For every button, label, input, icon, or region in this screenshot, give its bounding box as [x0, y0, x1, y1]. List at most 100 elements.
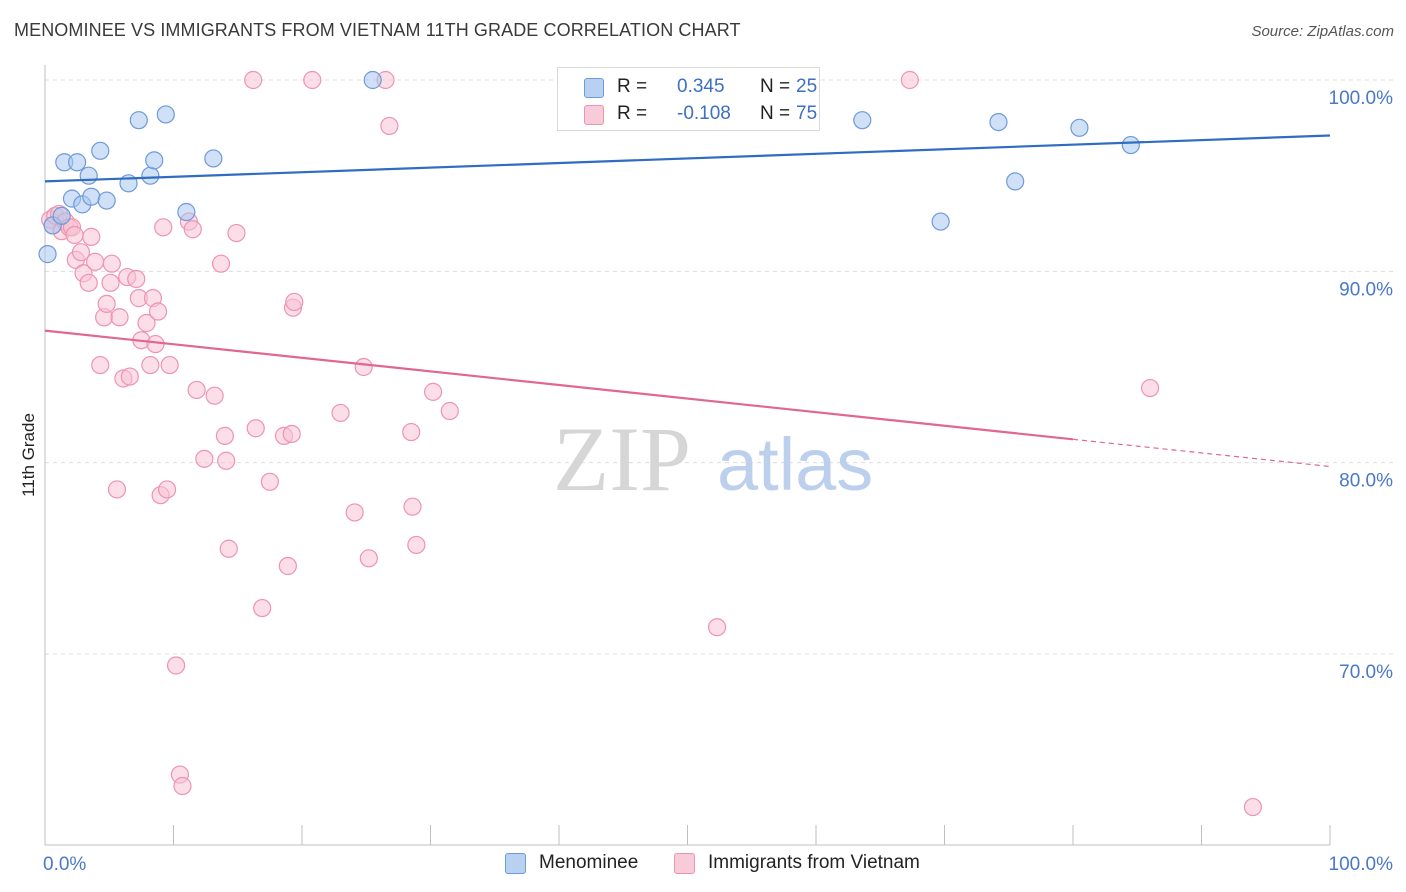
vietnam-legend-swatch — [674, 852, 695, 874]
vietnam-point — [97, 294, 116, 313]
vietnam-point — [137, 313, 156, 333]
vietnam-point — [141, 355, 160, 375]
vietnam-point — [71, 243, 91, 262]
menominee-point — [145, 151, 164, 170]
watermark-atlas: atlas — [717, 423, 873, 506]
r-value: -0.108 — [677, 103, 731, 124]
vietnam-point — [120, 367, 139, 386]
y-tick-label: 90.0% — [1339, 279, 1393, 300]
vietnam-point — [166, 656, 186, 675]
r-label: R = — [617, 76, 648, 97]
vietnam-point — [246, 419, 265, 438]
vietnam-point — [403, 497, 422, 516]
vietnam-point — [102, 254, 121, 273]
menominee-point — [177, 202, 196, 222]
y-axis-title: 11th Grade — [19, 413, 38, 497]
vietnam-legend-label: Immigrants from Vietnam — [708, 852, 920, 873]
menominee-point — [156, 105, 175, 124]
vietnam-point — [195, 449, 214, 468]
menominee-point — [204, 149, 223, 168]
y-tick-label: 70.0% — [1339, 662, 1393, 683]
vietnam-point — [205, 386, 224, 405]
menominee-point — [79, 166, 98, 185]
menominee-swatch — [584, 78, 604, 98]
vietnam-point — [65, 225, 84, 245]
menominee-point — [68, 153, 87, 172]
r-label: R = — [617, 103, 648, 124]
y-tick-label: 100.0% — [1329, 88, 1394, 109]
vietnam-point — [331, 403, 350, 423]
menominee-point — [931, 212, 950, 231]
x-tick-label: 100.0% — [1329, 854, 1394, 875]
vietnam-point — [110, 308, 129, 327]
vietnam-point — [244, 70, 263, 90]
vietnam-point — [227, 223, 246, 243]
data-points — [38, 70, 1263, 817]
vietnam-point — [260, 472, 279, 491]
vietnam-point — [1243, 797, 1263, 817]
vietnam-point — [173, 776, 192, 796]
menominee-point — [38, 245, 57, 264]
vietnam-point — [219, 539, 238, 558]
legend-item-vietnam: Immigrants from Vietnam — [674, 852, 920, 874]
menominee-point — [989, 112, 1008, 132]
vietnam-point — [282, 424, 301, 444]
menominee-point — [82, 187, 101, 206]
menominee-point — [141, 166, 160, 185]
vietnam-point — [148, 302, 168, 321]
axes — [44, 65, 1331, 846]
vietnam-point — [160, 355, 179, 375]
vietnam-point — [380, 116, 399, 136]
vietnam-point — [157, 480, 177, 499]
legend-item-menominee: Menominee — [505, 852, 638, 874]
gridlines — [45, 79, 1395, 655]
source-credit: Source: ZipAtlas.com — [1251, 23, 1394, 40]
vietnam-point — [101, 273, 120, 292]
menominee-point — [1070, 118, 1089, 137]
axis-labels: 100.0% 90.0% 80.0% 70.0% 0.0% 100.0% 11th Grad… — [19, 88, 1393, 875]
vietnam-point — [345, 503, 364, 522]
n-label: N = — [760, 76, 791, 97]
vietnam-point — [407, 535, 426, 555]
vietnam-point — [423, 382, 443, 401]
n-label: N = — [760, 103, 791, 124]
trend-lines — [44, 134, 1331, 468]
menominee-point — [1121, 135, 1140, 155]
vietnam-point — [402, 422, 421, 442]
vietnam-point — [79, 273, 98, 292]
watermark-zip: ZIP — [553, 408, 691, 510]
vietnam-point — [217, 451, 236, 470]
vietnam-point — [107, 480, 127, 499]
watermark: ZIP atlas — [553, 408, 873, 510]
menominee-legend-label: Menominee — [539, 852, 639, 873]
trend-line-solid — [44, 134, 1331, 183]
chart-title: MENOMINEE VS IMMIGRANTS FROM VIETNAM 11T… — [14, 20, 741, 40]
vietnam-point — [253, 598, 272, 618]
menominee-point — [91, 141, 110, 160]
vietnam-point — [440, 401, 459, 421]
vietnam-point — [359, 549, 378, 568]
vietnam-point — [82, 227, 101, 246]
vietnam-point — [707, 618, 727, 637]
vietnam-point — [211, 254, 231, 273]
vietnam-point — [215, 426, 234, 445]
r-value: 0.345 — [677, 76, 725, 97]
vietnam-point — [86, 252, 105, 271]
y-tick-label: 80.0% — [1339, 471, 1393, 492]
vietnam-point — [278, 556, 297, 576]
menominee-legend-swatch — [505, 852, 526, 874]
vietnam-point — [183, 220, 202, 239]
vietnam-point — [187, 380, 206, 400]
vietnam-point — [303, 70, 322, 90]
vietnam-point — [285, 292, 304, 312]
menominee-point — [52, 206, 71, 225]
menominee-point — [1006, 172, 1025, 191]
menominee-point — [363, 70, 382, 90]
menominee-point — [129, 111, 148, 130]
n-value: 25 — [796, 76, 818, 97]
vietnam-point — [354, 357, 373, 377]
vietnam-point — [91, 355, 110, 375]
vietnam-point — [1140, 378, 1160, 398]
menominee-point — [97, 191, 116, 210]
